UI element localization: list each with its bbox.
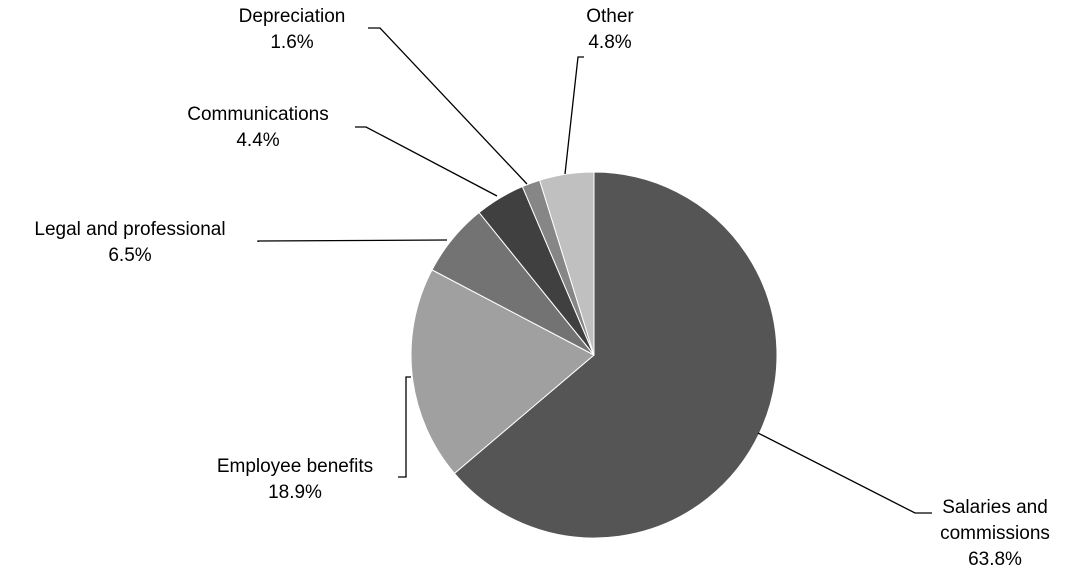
leader-lines <box>257 27 932 514</box>
leader-line-other <box>564 56 584 175</box>
slice-name-line: Other <box>586 6 634 27</box>
leader-line-communications <box>355 126 498 197</box>
leader-line-salaries-and-commissions <box>757 432 932 514</box>
leader-line-legal-and-professional <box>257 239 448 242</box>
slice-label-legal-and-professional: Legal and professional 6.5% <box>34 219 225 266</box>
slice-percent: 4.8% <box>588 32 631 53</box>
slice-name-line: Communications <box>187 104 329 125</box>
slice-name-line: Depreciation <box>239 6 346 27</box>
slice-percent: 63.8% <box>968 549 1022 570</box>
slice-name-line: commissions <box>940 523 1050 544</box>
leader-line-depreciation <box>368 27 528 185</box>
pie-slice-employee-benefits <box>410 269 595 475</box>
pie-slice-other <box>539 171 595 356</box>
slice-label-other: Other 4.8% <box>586 6 634 53</box>
slice-label-communications: Communications 4.4% <box>187 104 329 151</box>
pie-slices <box>410 171 778 539</box>
slice-percent: 1.6% <box>270 32 313 53</box>
slice-name-line: Legal and professional <box>34 219 225 240</box>
slice-percent: 18.9% <box>268 482 322 503</box>
slice-label-salaries-and-commissions: Salaries and commissions 63.8% <box>940 497 1050 570</box>
slice-name-line: Salaries and <box>942 497 1048 518</box>
slice-label-employee-benefits: Employee benefits 18.9% <box>217 456 373 503</box>
pie-slice-salaries-and-commissions <box>453 171 778 539</box>
slice-name-line: Employee benefits <box>217 456 373 477</box>
leader-line-employee-benefits <box>398 376 411 478</box>
slice-percent: 4.4% <box>236 130 279 151</box>
slice-labels: Salaries and commissions 63.8% Employee ben… <box>34 6 1050 570</box>
slice-percent: 6.5% <box>108 245 151 266</box>
slice-label-depreciation: Depreciation 1.6% <box>239 6 346 53</box>
